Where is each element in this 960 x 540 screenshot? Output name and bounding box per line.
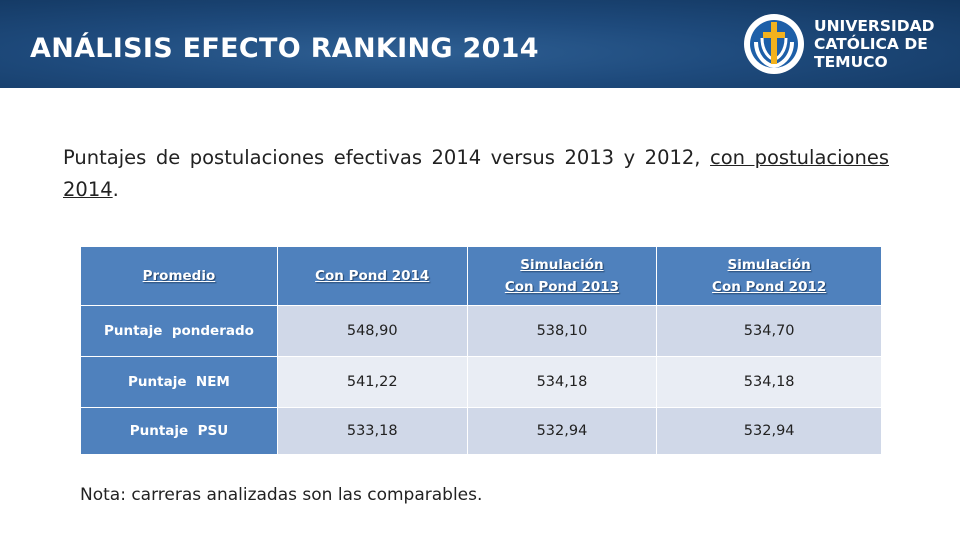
column-header-pond-2013: Simulación Con Pond 2013 xyxy=(466,246,658,306)
table-cell: 532,94 xyxy=(656,407,882,455)
row-label: Puntaje PSU xyxy=(80,407,278,455)
university-name-line: TEMUCO xyxy=(814,53,888,71)
row-label: Puntaje NEM xyxy=(80,356,278,408)
table-row: Puntaje ponderado 548,90 538,10 534,70 xyxy=(80,305,882,357)
column-header-pond-2014: Con Pond 2014 xyxy=(276,246,468,306)
table-cell: 533,18 xyxy=(276,407,468,455)
university-crest-icon xyxy=(744,14,804,74)
university-name: UNIVERSIDAD CATÓLICA DE TEMUCO xyxy=(814,17,935,71)
row-label: Puntaje ponderado xyxy=(80,305,278,357)
column-header-line: Con Pond 2013 xyxy=(504,279,620,295)
table-header-row: Promedio Con Pond 2014 Simulación Con Po… xyxy=(80,246,882,306)
table-cell: 534,70 xyxy=(656,305,882,357)
intro-underlined-text: con postulaciones 2014 xyxy=(63,146,889,201)
table-cell: 538,10 xyxy=(466,305,658,357)
column-header-line: Simulación xyxy=(727,257,811,273)
intro-text: Puntajes de postulaciones efectivas 2014… xyxy=(63,146,711,169)
university-logo: UNIVERSIDAD CATÓLICA DE TEMUCO xyxy=(742,12,952,78)
table-cell: 548,90 xyxy=(276,305,468,357)
column-header-line: Simulación xyxy=(520,257,604,273)
intro-paragraph: Puntajes de postulaciones efectivas 2014… xyxy=(63,142,889,206)
table-row: Puntaje NEM 541,22 534,18 534,18 xyxy=(80,356,882,408)
university-name-line: CATÓLICA DE xyxy=(814,35,928,53)
column-header-line: Promedio xyxy=(142,268,216,284)
column-header-line: Con Pond 2012 xyxy=(712,279,827,295)
table-cell: 534,18 xyxy=(466,356,658,408)
table-cell: 534,18 xyxy=(656,356,882,408)
table-row: Puntaje PSU 533,18 532,94 532,94 xyxy=(80,407,882,455)
results-table: Promedio Con Pond 2014 Simulación Con Po… xyxy=(80,246,882,455)
table-cell: 532,94 xyxy=(466,407,658,455)
university-name-line: UNIVERSIDAD xyxy=(814,17,935,35)
page-title: ANÁLISIS EFECTO RANKING 2014 xyxy=(30,33,539,64)
footnote: Nota: carreras analizadas son las compar… xyxy=(80,485,483,505)
column-header-promedio: Promedio xyxy=(80,246,278,306)
column-header-line: Con Pond 2014 xyxy=(315,268,430,284)
header-banner: ANÁLISIS EFECTO RANKING 2014 UNIVERSIDAD… xyxy=(0,0,960,88)
intro-end: . xyxy=(112,178,119,201)
table-cell: 541,22 xyxy=(276,356,468,408)
column-header-pond-2012: Simulación Con Pond 2012 xyxy=(656,246,882,306)
